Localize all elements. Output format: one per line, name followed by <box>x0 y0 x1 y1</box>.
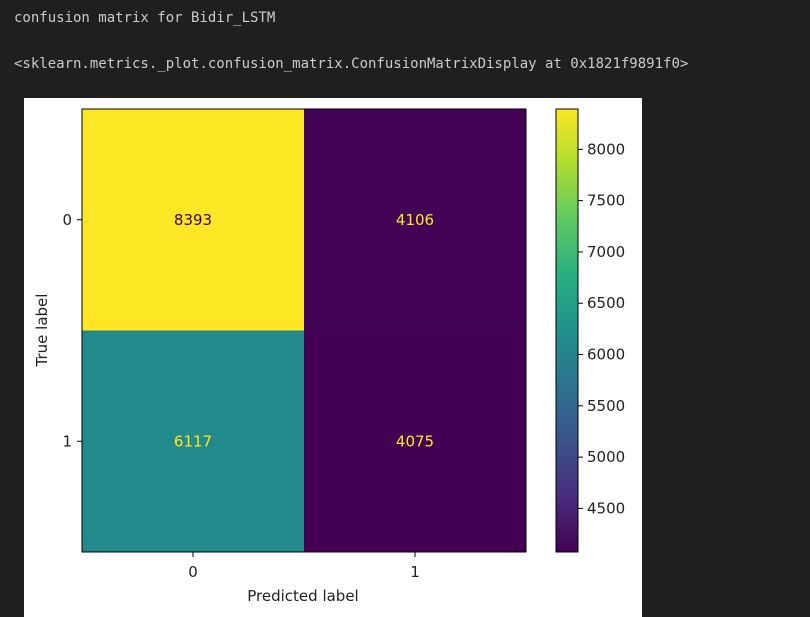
colorbar-tick-label: 8000 <box>587 140 625 158</box>
colorbar <box>555 108 579 553</box>
colorbar-tick-label: 7500 <box>587 192 625 210</box>
x-tick-label: 0 <box>188 563 198 581</box>
confusion-matrix-figure: 8393 4106 6117 4075 0 1 0 1 Predicted label Tr… <box>24 98 642 617</box>
colorbar-tick-label: 6000 <box>587 346 625 364</box>
cell-value-label: 4075 <box>396 432 434 450</box>
output-repr: <sklearn.metrics._plot.confusion_matrix.… <box>14 56 689 72</box>
colorbar-tick-label: 4500 <box>587 499 625 517</box>
cell-value-label: 6117 <box>174 432 212 450</box>
heatmap-cell <box>304 109 526 331</box>
cell-value-label: 4106 <box>396 211 434 229</box>
colorbar-tick-label: 5500 <box>587 397 625 415</box>
cell-value-labels: 8393 4106 6117 4075 <box>174 211 434 451</box>
y-tick-label: 1 <box>62 432 72 450</box>
colorbar-ticks: 4500 5000 5500 6000 6500 7000 7500 8000 <box>578 140 625 517</box>
plot-frame <box>81 108 527 553</box>
colorbar-tick-label: 6500 <box>587 294 625 312</box>
x-axis-label: Predicted label <box>247 587 358 605</box>
x-tick-label: 1 <box>410 563 420 581</box>
heatmap-cells <box>82 109 526 552</box>
colorbar-tick-label: 5000 <box>587 448 625 466</box>
confusion-matrix-chart: 8393 4106 6117 4075 0 1 0 1 Predicted label Tr… <box>33 108 625 605</box>
colorbar-tick-label: 7000 <box>587 243 625 261</box>
heatmap-cell <box>304 330 526 552</box>
heatmap-cell <box>82 109 304 331</box>
y-tick-label: 0 <box>62 211 72 229</box>
y-axis-label: True label <box>33 294 51 368</box>
cell-value-label: 8393 <box>174 211 212 229</box>
axis-ticks: 0 1 0 1 <box>62 211 419 581</box>
heatmap-cell <box>82 330 304 552</box>
output-title: confusion matrix for Bidir_LSTM <box>14 10 276 26</box>
